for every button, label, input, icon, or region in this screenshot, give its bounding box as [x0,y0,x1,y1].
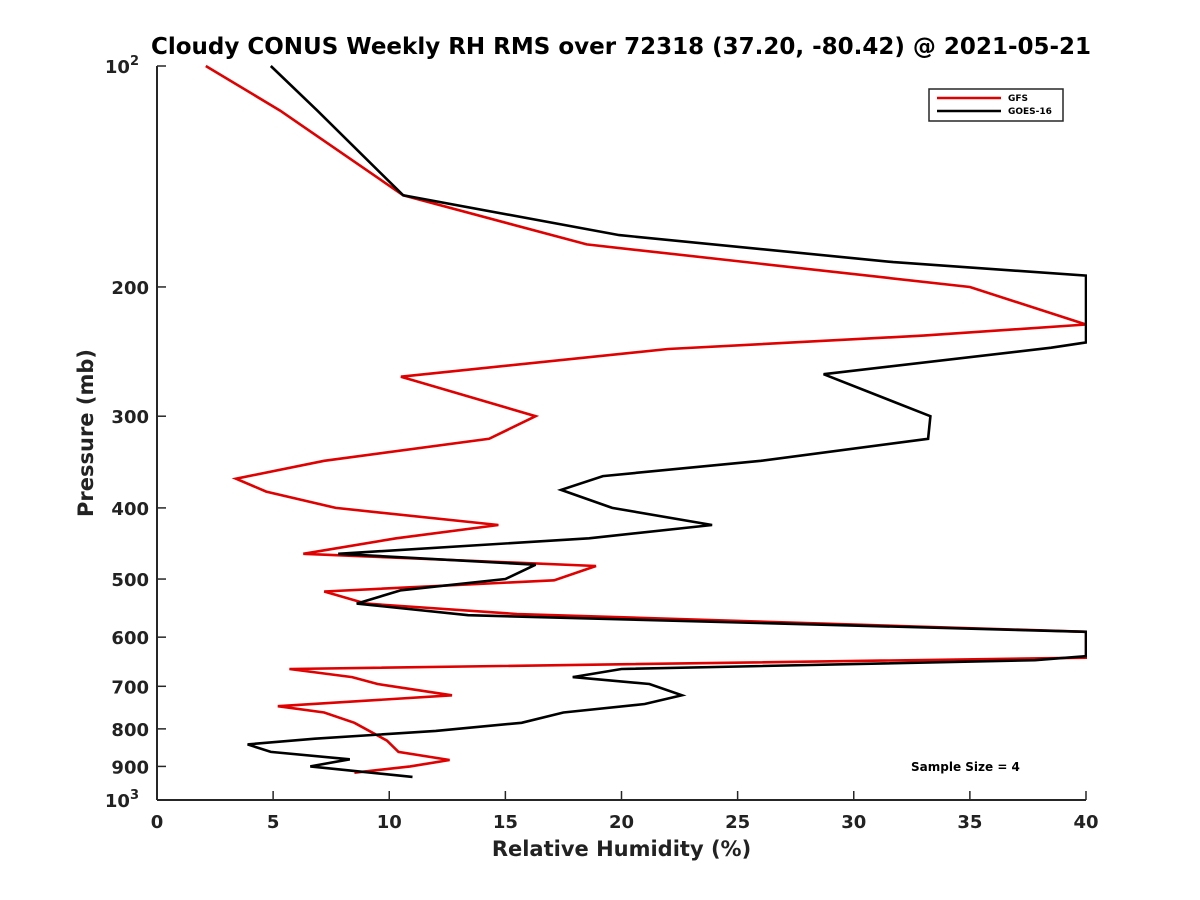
legend-label-goes-16: GOES-16 [1008,107,1052,117]
x-axis-label: Relative Humidity (%) [492,837,751,861]
series-line-gfs [205,64,1087,774]
plot-area [157,64,1087,800]
y-tick-label: 600 [111,628,149,649]
legend-label-gfs: GFS [1008,94,1028,104]
series-layer [205,64,1087,779]
x-tick-label: 25 [725,812,750,833]
sample-size-annotation: Sample Size = 4 [911,760,1020,774]
x-tick-label: 20 [609,812,634,833]
x-tick-label: 0 [151,812,164,833]
legend: GFS GOES-16 [928,88,1064,122]
y-tick-label: 103 [105,788,139,812]
y-tick-label: 500 [111,570,149,591]
y-tick-label: 800 [111,720,149,741]
y-tick-label: 102 [105,54,139,78]
x-tick-label: 40 [1073,812,1098,833]
plot-background [157,66,1086,800]
y-tick-label: 200 [111,278,149,299]
y-tick-label: 400 [111,499,149,520]
x-tick-label: 5 [267,812,280,833]
y-tick-label: 700 [111,677,149,698]
y-tick-label: 300 [111,407,149,428]
legend-box [928,88,1064,122]
ticks: 0 5 10 15 20 25 30 35 40 102 200 300 400 500 600 700 800… [105,54,1099,833]
series-line-goes-16 [247,65,1087,779]
y-axis-label: Pressure (mb) [74,349,98,517]
x-tick-label: 15 [493,812,518,833]
chart-title: Cloudy CONUS Weekly RH RMS over 72318 (3… [151,34,1091,60]
x-tick-label: 10 [377,812,402,833]
x-tick-label: 30 [841,812,866,833]
y-tick-label: 900 [111,757,149,778]
x-tick-label: 35 [957,812,982,833]
